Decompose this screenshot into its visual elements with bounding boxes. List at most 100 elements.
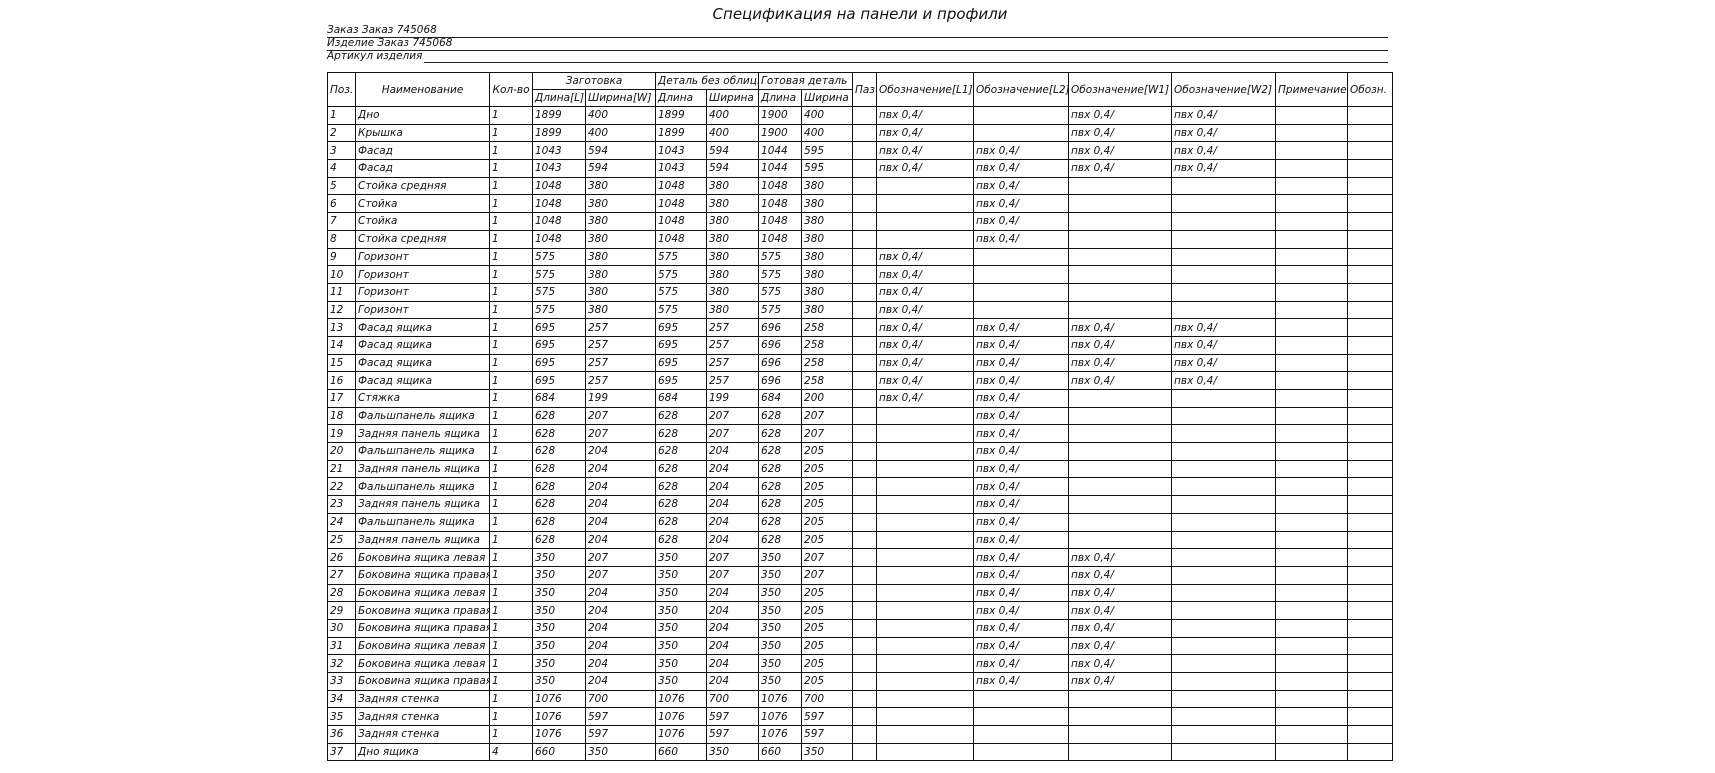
cell-name: Стяжка <box>355 389 490 408</box>
cell-raw-width: 380 <box>705 229 760 249</box>
cell-w2 <box>1171 194 1277 214</box>
cell-groove <box>852 636 878 656</box>
cell-final-width: 595 <box>801 159 854 178</box>
cell-raw-length: 628 <box>655 530 707 550</box>
cell-qty: 1 <box>489 212 533 231</box>
cell-name: Задняя панель ящика <box>355 495 490 514</box>
cell-code <box>1347 565 1394 585</box>
cell-raw-length: 695 <box>655 318 707 337</box>
cell-note <box>1275 583 1349 603</box>
cell-l2 <box>973 123 1070 143</box>
cell-l1 <box>876 583 975 603</box>
header-row-1: Поз. Наименование Кол-во Заготовка Детал… <box>327 72 1394 107</box>
cell-groove <box>852 176 878 196</box>
header-blank-length: Длина[L] <box>532 89 586 107</box>
cell-pos: 24 <box>327 512 356 532</box>
cell-w2 <box>1171 495 1277 514</box>
cell-name: Дно ящика <box>355 742 490 762</box>
cell-w2: пвх 0,4/ <box>1171 159 1277 178</box>
table-row: 17 Стяжка 1 684 199 684 199 684 200 пвх 0,4/пвх 0… <box>327 389 1394 408</box>
cell-pos: 14 <box>327 335 356 355</box>
cell-final-width: 380 <box>801 247 854 267</box>
cell-raw-width: 257 <box>705 371 760 390</box>
cell-w1 <box>1068 742 1173 762</box>
cell-final-length: 696 <box>758 371 803 390</box>
cell-l1 <box>876 477 975 497</box>
cell-pos: 17 <box>327 389 356 408</box>
cell-raw-width: 204 <box>705 459 760 479</box>
table-row: 16 Фасад ящика 1 695 257 695 257 696 258 пвх 0,4/… <box>327 371 1394 390</box>
cell-raw-width: 204 <box>705 601 760 620</box>
cell-blank-length: 1048 <box>532 212 586 231</box>
cell-name: Задняя стенка <box>355 707 490 727</box>
cell-pos: 12 <box>327 300 356 320</box>
cell-raw-length: 350 <box>655 672 707 691</box>
cell-final-width: 205 <box>801 459 854 479</box>
cell-final-width: 380 <box>801 229 854 249</box>
cell-final-width: 400 <box>801 106 854 125</box>
cell-l2: пвх 0,4/ <box>973 583 1070 603</box>
cell-pos: 10 <box>327 265 356 284</box>
cell-pos: 7 <box>327 212 356 231</box>
cell-raw-width: 204 <box>705 530 760 550</box>
table-row: 23 Задняя панель ящика 1 628 204 628 204 628 205… <box>327 495 1394 514</box>
cell-final-width: 258 <box>801 318 854 337</box>
cell-pos: 15 <box>327 353 356 373</box>
cell-raw-width: 204 <box>705 512 760 532</box>
cell-groove <box>852 318 878 337</box>
cell-note <box>1275 424 1349 444</box>
spec-table: Поз. Наименование Кол-во Заготовка Детал… <box>327 72 1394 762</box>
cell-groove <box>852 159 878 178</box>
cell-name: Боковина ящика левая <box>355 636 490 656</box>
cell-l1: пвх 0,4/ <box>876 300 975 320</box>
cell-final-width: 205 <box>801 618 854 638</box>
cell-final-width: 205 <box>801 495 854 514</box>
cell-qty: 1 <box>489 512 533 532</box>
cell-final-width: 207 <box>801 548 854 567</box>
cell-raw-length: 684 <box>655 389 707 408</box>
cell-raw-width: 204 <box>705 672 760 691</box>
cell-name: Фасад ящика <box>355 353 490 373</box>
cell-qty: 1 <box>489 601 533 620</box>
cell-qty: 1 <box>489 389 533 408</box>
cell-raw-length: 350 <box>655 583 707 603</box>
cell-l1: пвх 0,4/ <box>876 353 975 373</box>
cell-w1: пвх 0,4/ <box>1068 353 1173 373</box>
cell-raw-width: 700 <box>705 689 760 709</box>
cell-pos: 37 <box>327 742 356 762</box>
header-w2: Обозначение[W2] <box>1171 72 1277 107</box>
cell-final-width: 400 <box>801 123 854 143</box>
cell-groove <box>852 442 878 461</box>
cell-pos: 22 <box>327 477 356 497</box>
cell-pos: 1 <box>327 106 356 125</box>
cell-raw-length: 695 <box>655 371 707 390</box>
cell-raw-width: 257 <box>705 335 760 355</box>
cell-name: Фальшпанель ящика <box>355 442 490 461</box>
cell-l2 <box>973 300 1070 320</box>
cell-blank-length: 575 <box>532 247 586 267</box>
cell-pos: 34 <box>327 689 356 709</box>
cell-raw-width: 400 <box>705 106 760 125</box>
cell-pos: 3 <box>327 141 356 161</box>
cell-final-width: 597 <box>801 707 854 727</box>
table-row: 18 Фальшпанель ящика 1 628 207 628 207 628 207 пв… <box>327 406 1394 426</box>
cell-w2 <box>1171 654 1277 673</box>
cell-note <box>1275 123 1349 143</box>
cell-raw-length: 350 <box>655 636 707 656</box>
cell-l2 <box>973 106 1070 125</box>
cell-code <box>1347 265 1394 284</box>
cell-l1: пвх 0,4/ <box>876 265 975 284</box>
cell-raw-width: 204 <box>705 618 760 638</box>
cell-l2 <box>973 247 1070 267</box>
header-note: Примечание <box>1275 72 1349 107</box>
cell-final-length: 575 <box>758 300 803 320</box>
cell-final-length: 350 <box>758 618 803 638</box>
cell-w2 <box>1171 636 1277 656</box>
cell-blank-width: 597 <box>585 725 656 744</box>
cell-qty: 1 <box>489 406 533 426</box>
cell-name: Боковина ящика правая <box>355 618 490 638</box>
cell-pos: 6 <box>327 194 356 214</box>
cell-groove <box>852 282 878 302</box>
cell-qty: 1 <box>489 565 533 585</box>
cell-w1: пвх 0,4/ <box>1068 141 1173 161</box>
